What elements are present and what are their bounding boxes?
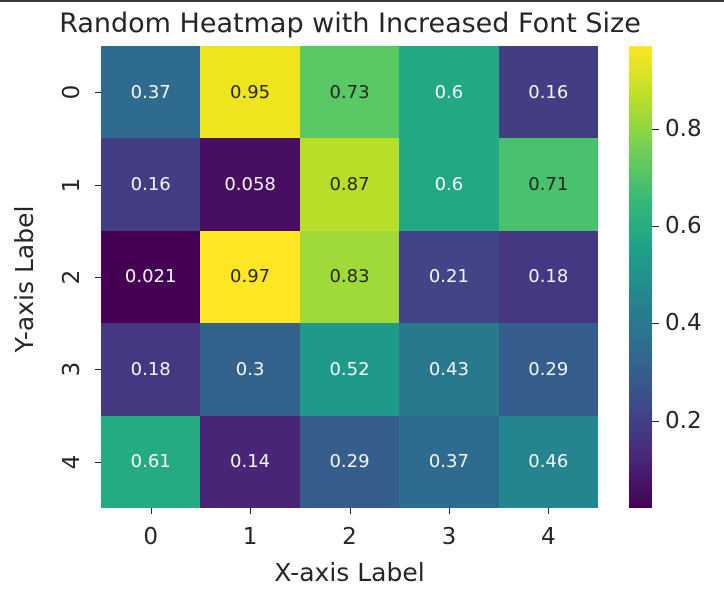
y-tick-mark: [95, 92, 101, 94]
x-tick-mark: [150, 508, 152, 514]
colorbar-tick-mark: [652, 323, 659, 325]
heatmap-cell: 0.29: [498, 323, 598, 416]
heatmap-cell: 0.37: [101, 46, 201, 139]
colorbar-tick-mark: [652, 226, 659, 228]
y-tick-mark: [95, 461, 101, 463]
heatmap-cell: 0.61: [101, 415, 201, 508]
top-border: [0, 0, 724, 2]
colorbar-tick-label: 0.2: [665, 407, 702, 434]
x-tick-mark: [349, 508, 351, 514]
x-axis-label: X-axis Label: [274, 558, 425, 587]
x-tick-label: 0: [143, 524, 158, 550]
heatmap-cell: 0.21: [399, 230, 499, 324]
heatmap-cell: 0.52: [299, 323, 400, 416]
y-tick-mark: [95, 277, 101, 278]
y-tick-label: 1: [59, 177, 85, 192]
chart-title: Random Heatmap with Increased Font Size: [59, 8, 641, 39]
x-tick-label: 2: [342, 524, 357, 550]
heatmap-cell: 0.46: [498, 415, 598, 508]
colorbar-tick-label: 0.4: [665, 310, 702, 337]
heatmap-cell: 0.71: [498, 138, 598, 231]
y-tick-label: 3: [59, 362, 85, 377]
heatmap-cell: 0.97: [200, 230, 300, 324]
heatmap-cell: 0.73: [299, 46, 400, 139]
heatmap-cell: 0.95: [200, 46, 300, 139]
heatmap-cell: 0.37: [399, 415, 499, 508]
x-tick-label: 3: [441, 524, 457, 550]
colorbar-tick-mark: [652, 420, 659, 422]
y-tick-mark: [95, 184, 101, 186]
y-tick-label: 2: [59, 269, 85, 285]
heatmap-cell: 0.16: [101, 138, 201, 231]
colorbar-tick-label: 0.8: [665, 115, 702, 142]
heatmap-cell: 0.6: [399, 46, 499, 139]
heatmap-cell: 0.14: [200, 415, 300, 508]
heatmap-cell: 0.6: [399, 138, 499, 231]
heatmap-cell: 0.021: [101, 230, 201, 324]
y-tick-label: 4: [59, 454, 85, 470]
colorbar: [629, 46, 652, 508]
x-tick-mark: [448, 508, 450, 514]
heatmap-cell: 0.83: [299, 230, 400, 324]
heatmap-cell: 0.16: [498, 46, 598, 139]
x-tick-label: 4: [540, 524, 556, 550]
heatmap-cell: 0.43: [399, 323, 499, 416]
colorbar-tick-mark: [652, 128, 659, 130]
x-tick-label: 1: [242, 524, 258, 550]
heatmap-cell: 0.3: [200, 323, 300, 416]
x-tick-mark: [250, 508, 252, 514]
heatmap-cell: 0.058: [200, 138, 300, 231]
heatmap-cell: 0.18: [101, 323, 201, 416]
heatmap-cell: 0.18: [498, 230, 598, 324]
heatmap-cell: 0.87: [299, 138, 400, 231]
y-tick-mark: [95, 369, 101, 371]
heatmap-cell: 0.29: [299, 415, 400, 508]
y-tick-label: 0: [59, 84, 85, 100]
x-tick-mark: [548, 508, 550, 514]
colorbar-tick-label: 0.6: [665, 213, 702, 240]
heatmap-grid: 0.37 0.95 0.73 0.6 0.16 0.16 0.058 0.87 0.6 0.71 0…: [101, 46, 598, 508]
y-axis-label: Y-axis Label: [10, 205, 39, 353]
